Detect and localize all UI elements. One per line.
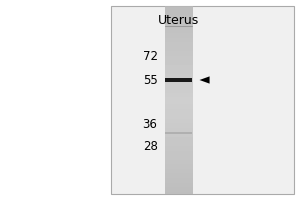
Bar xyxy=(111,6,294,194)
Polygon shape xyxy=(200,76,210,84)
Text: 72: 72 xyxy=(142,49,158,62)
Text: 55: 55 xyxy=(143,73,158,86)
Text: Uterus: Uterus xyxy=(158,14,199,27)
Bar xyxy=(165,132,192,134)
Text: 36: 36 xyxy=(142,117,158,130)
Text: 28: 28 xyxy=(142,140,158,152)
Bar xyxy=(165,78,192,82)
